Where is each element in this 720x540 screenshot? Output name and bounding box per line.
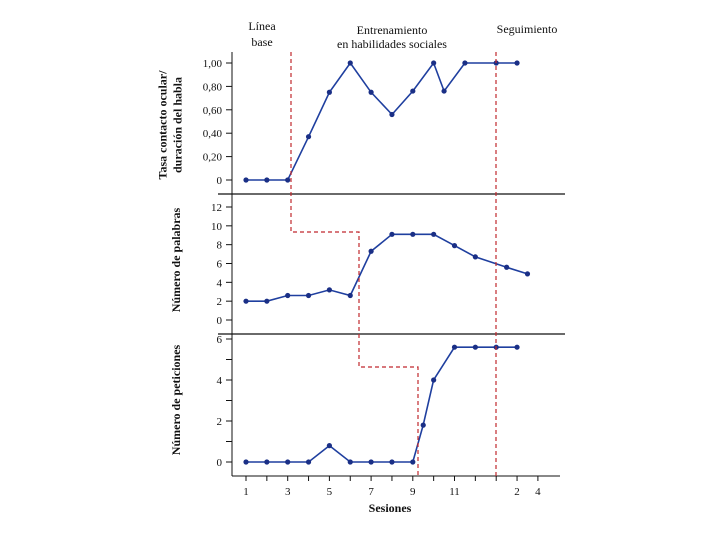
data-point <box>524 271 531 277</box>
series-line <box>246 233 528 303</box>
y-axis-label: Número de palabras <box>169 207 183 312</box>
data-point <box>326 89 332 95</box>
criterion-line-group <box>290 52 419 476</box>
y-tick-label: 4 <box>217 375 223 387</box>
y-tick-label: 2 <box>217 416 223 428</box>
data-point <box>305 134 312 140</box>
panel-1: 1,00 0,80 0,60 0,40 0,20 0 Tasa contacto ocula… <box>156 58 520 187</box>
data-point <box>326 287 332 293</box>
x-tick-label: 4 <box>535 486 541 498</box>
data-point <box>451 243 458 249</box>
data-point <box>243 459 249 465</box>
x-tick-label: 1 <box>243 486 249 498</box>
data-point <box>264 177 270 183</box>
data-point <box>389 111 395 118</box>
data-point <box>285 177 291 183</box>
x-tick-group: 1 3 5 7 9 11 2 4 <box>243 476 541 498</box>
y-tick-label: 6 <box>217 334 223 346</box>
data-point <box>368 89 374 95</box>
x-tick-label: 2 <box>514 486 520 498</box>
data-point <box>472 344 478 350</box>
data-point <box>347 60 353 66</box>
y-axis-label: Número de peticiones <box>169 344 183 455</box>
y-tick-label: 0,60 <box>203 105 223 117</box>
y-axis-label-group: Número de peticiones <box>169 344 183 455</box>
y-axis-label-group: Número de palabras <box>169 207 183 312</box>
phase-label-training-line2: en habilidades sociales <box>337 37 447 51</box>
data-point <box>347 459 353 465</box>
x-tick-label: 3 <box>285 486 291 498</box>
phase-label-training-line1: Entrenamiento <box>357 23 428 37</box>
series-line <box>246 346 517 463</box>
phase-label-followup: Seguimiento <box>497 22 558 36</box>
y-axis-label-group: Tasa contacto ocular/duración del habla <box>156 70 185 180</box>
data-point <box>305 292 312 299</box>
phase-label-baseline-line1: Línea <box>248 19 276 33</box>
y-axis-label: duración del habla <box>171 77 185 173</box>
x-tick-label: 7 <box>368 486 374 498</box>
y-tick-label: 0,40 <box>203 128 223 140</box>
data-point <box>326 443 332 449</box>
series-line <box>246 61 517 181</box>
y-tick-label: 10 <box>211 221 223 233</box>
y-tick-label: 4 <box>217 277 223 289</box>
x-tick-label: 11 <box>449 486 460 498</box>
data-point <box>451 344 458 350</box>
data-point <box>410 459 416 465</box>
data-point <box>305 459 312 465</box>
y-tick-label: 8 <box>217 240 223 252</box>
data-point <box>431 60 437 66</box>
data-point <box>410 88 416 94</box>
panel-3: 6 4 2 0 Número de peticiones <box>169 334 520 469</box>
y-tick-label: 0 <box>217 175 223 187</box>
y-tick-label: 0 <box>217 457 223 469</box>
panels-group: 1,00 0,80 0,60 0,40 0,20 0 Tasa contacto ocula… <box>156 58 531 469</box>
y-tick-label: 0,20 <box>203 152 223 164</box>
y-axis-label: Tasa contacto ocular/ <box>156 70 170 180</box>
y-tick-label: 12 <box>211 202 222 214</box>
data-point <box>410 231 416 237</box>
data-point <box>420 422 426 428</box>
data-point <box>243 298 249 304</box>
data-point <box>514 344 520 350</box>
data-point <box>472 254 478 260</box>
data-point <box>285 459 291 465</box>
y-tick-label: 6 <box>217 259 223 271</box>
data-point <box>504 264 510 270</box>
x-tick-label: 5 <box>327 486 333 498</box>
phase-label-baseline-line2: base <box>251 35 272 49</box>
data-point <box>441 88 447 94</box>
data-point <box>285 292 291 299</box>
data-point <box>431 377 437 383</box>
data-point <box>389 459 395 465</box>
data-point <box>264 459 270 465</box>
data-point <box>243 177 249 183</box>
y-tick-label: 1,00 <box>203 58 223 70</box>
data-point <box>368 459 374 465</box>
data-point <box>368 248 374 254</box>
data-point <box>514 60 520 66</box>
phase-change-line <box>290 52 419 476</box>
data-point <box>431 231 437 237</box>
x-axis-label: Sesiones <box>369 501 412 515</box>
y-tick-label: 0,80 <box>203 81 223 93</box>
data-point <box>389 231 395 237</box>
phase-headers: Línea base Entrenamiento en habilidades … <box>248 19 557 51</box>
data-point <box>347 292 353 299</box>
data-point <box>264 298 270 304</box>
data-point <box>462 60 468 66</box>
x-tick-label: 9 <box>410 486 416 498</box>
y-tick-label: 2 <box>217 296 223 308</box>
y-tick-label: 0 <box>217 315 223 327</box>
panel-2: 12 10 8 6 4 2 0 Número de palabras <box>169 202 531 327</box>
